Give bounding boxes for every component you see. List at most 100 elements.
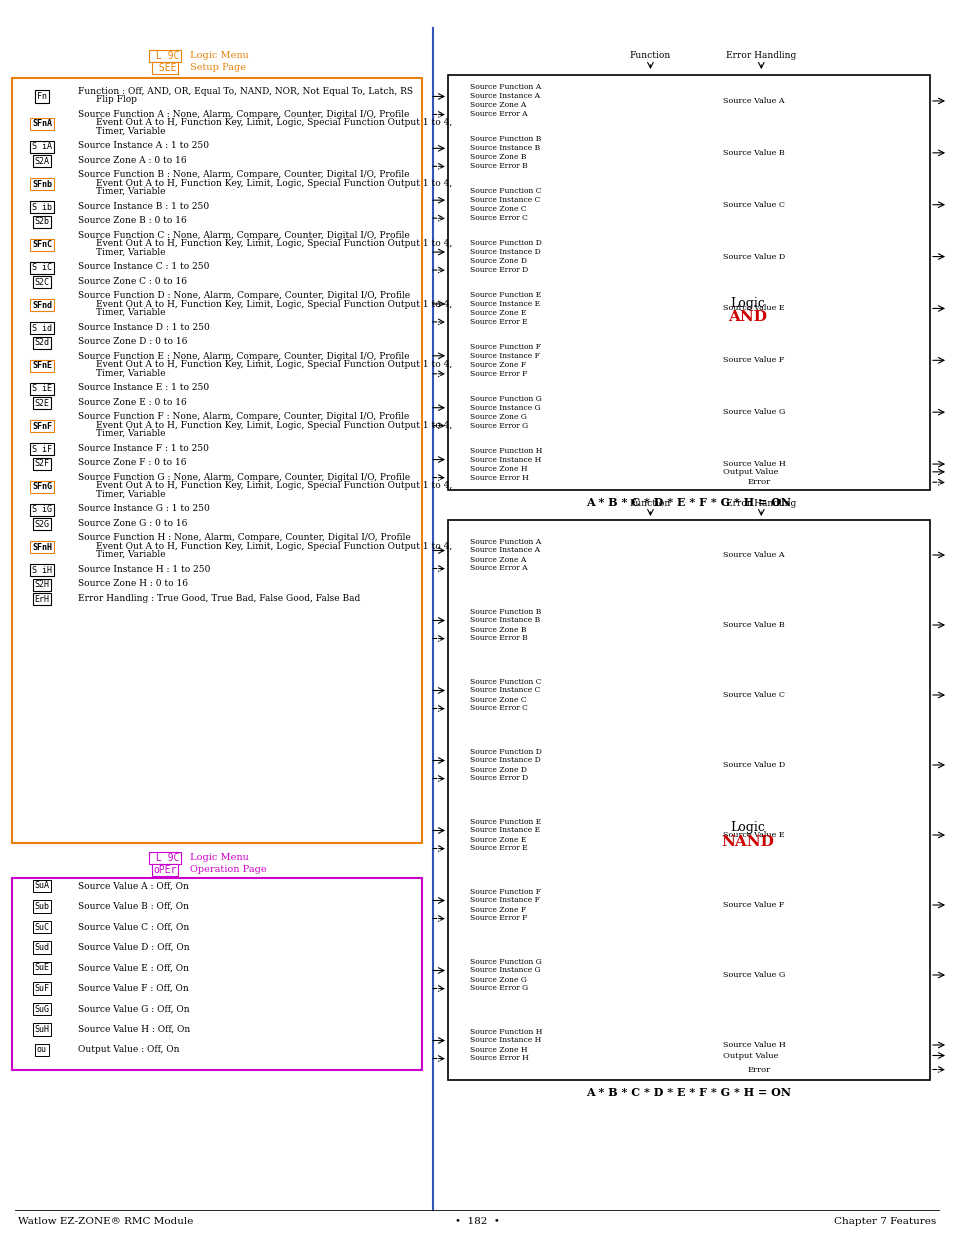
Text: A * B * C * D * E * F * G * H = ON: A * B * C * D * E * F * G * H = ON bbox=[586, 498, 791, 509]
Text: Event Out A to H, Function Key, Limit, Logic, Special Function Output 1 to 4,: Event Out A to H, Function Key, Limit, L… bbox=[96, 482, 452, 490]
Text: Event Out A to H, Function Key, Limit, Logic, Special Function Output 1 to 4,: Event Out A to H, Function Key, Limit, L… bbox=[96, 542, 452, 551]
Text: Source Zone C: Source Zone C bbox=[470, 205, 526, 214]
Text: Source Function H : None, Alarm, Compare, Counter, Digital I/O, Profile: Source Function H : None, Alarm, Compare… bbox=[78, 534, 411, 542]
Text: A * B * C * D * E * F * G * H = ON: A * B * C * D * E * F * G * H = ON bbox=[586, 1088, 791, 1098]
Text: Source Function F: Source Function F bbox=[470, 343, 540, 351]
Text: Watlow EZ-ZONE® RMC Module: Watlow EZ-ZONE® RMC Module bbox=[18, 1218, 193, 1226]
Text: SFnH: SFnH bbox=[32, 542, 52, 552]
Text: Source Zone C : 0 to 16: Source Zone C : 0 to 16 bbox=[78, 277, 187, 285]
Text: Source Zone G : 0 to 16: Source Zone G : 0 to 16 bbox=[78, 519, 187, 527]
Text: Logic Menu: Logic Menu bbox=[190, 853, 249, 862]
Text: Source Error G: Source Error G bbox=[470, 984, 528, 993]
Text: Source Value C : Off, On: Source Value C : Off, On bbox=[78, 923, 189, 931]
Text: Source Error B: Source Error B bbox=[470, 635, 527, 642]
Text: S2b: S2b bbox=[34, 217, 50, 226]
Text: Source Value G: Source Value G bbox=[722, 971, 784, 979]
Text: Timer, Variable: Timer, Variable bbox=[96, 489, 165, 499]
Text: Source Error C: Source Error C bbox=[470, 214, 527, 222]
Text: S iF: S iF bbox=[32, 445, 52, 453]
Text: Timer, Variable: Timer, Variable bbox=[96, 368, 165, 378]
Text: Error Handling: Error Handling bbox=[725, 499, 796, 508]
Text: Source Value F: Source Value F bbox=[722, 357, 783, 364]
Text: Source Function B : None, Alarm, Compare, Counter, Digital I/O, Profile: Source Function B : None, Alarm, Compare… bbox=[78, 170, 409, 179]
Text: Source Error D: Source Error D bbox=[470, 266, 528, 274]
Text: Source Function G : None, Alarm, Compare, Counter, Digital I/O, Profile: Source Function G : None, Alarm, Compare… bbox=[78, 473, 410, 482]
Text: Source Zone B: Source Zone B bbox=[470, 153, 526, 162]
Text: Source Error H: Source Error H bbox=[470, 473, 528, 482]
Text: SFnb: SFnb bbox=[32, 180, 52, 189]
Text: Source Instance B: Source Instance B bbox=[470, 144, 539, 152]
Text: Source Value B : Off, On: Source Value B : Off, On bbox=[78, 902, 189, 911]
Text: Logic: Logic bbox=[730, 821, 764, 835]
Text: Event Out A to H, Function Key, Limit, Logic, Special Function Output 1 to 4,: Event Out A to H, Function Key, Limit, L… bbox=[96, 361, 452, 369]
Text: Error: Error bbox=[747, 1066, 770, 1073]
Text: Operation Page: Operation Page bbox=[190, 866, 266, 874]
Text: SFnE: SFnE bbox=[32, 362, 52, 370]
Text: Source Instance G: Source Instance G bbox=[470, 967, 540, 974]
Text: Function: Function bbox=[629, 52, 670, 61]
Text: Source Error E: Source Error E bbox=[470, 845, 527, 852]
Text: Source Zone A: Source Zone A bbox=[470, 101, 526, 110]
Text: S2d: S2d bbox=[34, 338, 50, 347]
Text: Timer, Variable: Timer, Variable bbox=[96, 429, 165, 438]
Text: S2E: S2E bbox=[34, 399, 50, 408]
Text: Source Value C: Source Value C bbox=[722, 201, 784, 209]
Text: Timer, Variable: Timer, Variable bbox=[96, 127, 165, 136]
Text: Chapter 7 Features: Chapter 7 Features bbox=[833, 1218, 935, 1226]
Text: Fn: Fn bbox=[37, 91, 47, 101]
Text: SuE: SuE bbox=[34, 963, 50, 972]
Text: Source Error D: Source Error D bbox=[470, 774, 528, 783]
Text: Source Function B: Source Function B bbox=[470, 136, 540, 143]
Text: Source Error A: Source Error A bbox=[470, 110, 527, 119]
Text: Logic Menu: Logic Menu bbox=[190, 52, 249, 61]
Text: Event Out A to H, Function Key, Limit, Logic, Special Function Output 1 to 4,: Event Out A to H, Function Key, Limit, L… bbox=[96, 300, 452, 309]
Text: Source Instance F : 1 to 250: Source Instance F : 1 to 250 bbox=[78, 443, 209, 452]
Text: oPEr: oPEr bbox=[153, 864, 176, 876]
Text: Function : Off, AND, OR, Equal To, NAND, NOR, Not Equal To, Latch, RS: Function : Off, AND, OR, Equal To, NAND,… bbox=[78, 86, 413, 95]
Bar bbox=[448, 520, 929, 1079]
Text: ou: ou bbox=[37, 1046, 47, 1055]
Text: Source Error A: Source Error A bbox=[470, 564, 527, 573]
Text: Source Instance F: Source Instance F bbox=[470, 352, 539, 359]
Text: SEE: SEE bbox=[153, 63, 176, 73]
Text: Source Instance H: Source Instance H bbox=[470, 456, 540, 463]
Text: Source Zone D : 0 to 16: Source Zone D : 0 to 16 bbox=[78, 337, 187, 346]
Text: AND: AND bbox=[728, 310, 766, 325]
Text: Logic: Logic bbox=[730, 296, 764, 310]
Text: Source Instance E: Source Instance E bbox=[470, 826, 539, 835]
Text: SFnF: SFnF bbox=[32, 421, 52, 431]
Text: Source Zone H: Source Zone H bbox=[470, 1046, 527, 1053]
Text: Error: Error bbox=[747, 478, 770, 487]
Text: Source Error B: Source Error B bbox=[470, 162, 527, 170]
Text: Source Function H: Source Function H bbox=[470, 1028, 542, 1035]
Text: Source Instance D : 1 to 250: Source Instance D : 1 to 250 bbox=[78, 322, 210, 332]
Text: Source Instance G : 1 to 250: Source Instance G : 1 to 250 bbox=[78, 504, 210, 513]
Text: Source Function F : None, Alarm, Compare, Counter, Digital I/O, Profile: Source Function F : None, Alarm, Compare… bbox=[78, 412, 409, 421]
Text: Function: Function bbox=[629, 499, 670, 508]
Text: SFnC: SFnC bbox=[32, 241, 52, 249]
Text: Source Value D : Off, On: Source Value D : Off, On bbox=[78, 944, 190, 952]
Text: Source Instance B: Source Instance B bbox=[470, 616, 539, 625]
Text: Source Function G: Source Function G bbox=[470, 957, 541, 966]
Bar bbox=[12, 878, 421, 1070]
Text: Source Function D: Source Function D bbox=[470, 240, 541, 247]
Text: Event Out A to H, Function Key, Limit, Logic, Special Function Output 1 to 4,: Event Out A to H, Function Key, Limit, L… bbox=[96, 179, 452, 188]
Text: Source Value A: Source Value A bbox=[722, 551, 783, 559]
Text: Source Function D: Source Function D bbox=[470, 747, 541, 756]
Text: ErH: ErH bbox=[34, 595, 50, 604]
Text: Source Function A: Source Function A bbox=[470, 84, 540, 91]
Text: Flip Flop: Flip Flop bbox=[96, 95, 137, 104]
Text: SFnA: SFnA bbox=[32, 120, 52, 128]
Text: Event Out A to H, Function Key, Limit, Logic, Special Function Output 1 to 4,: Event Out A to H, Function Key, Limit, L… bbox=[96, 119, 452, 127]
Text: Source Instance D: Source Instance D bbox=[470, 757, 540, 764]
Text: Source Zone G: Source Zone G bbox=[470, 976, 526, 983]
Text: Source Function C: Source Function C bbox=[470, 188, 541, 195]
Text: S2C: S2C bbox=[34, 278, 50, 287]
Text: Setup Page: Setup Page bbox=[190, 63, 246, 73]
Text: Source Function B: Source Function B bbox=[470, 608, 540, 615]
Text: Event Out A to H, Function Key, Limit, Logic, Special Function Output 1 to 4,: Event Out A to H, Function Key, Limit, L… bbox=[96, 240, 452, 248]
Text: Source Function F: Source Function F bbox=[470, 888, 540, 895]
Text: S iH: S iH bbox=[32, 566, 52, 574]
Text: Source Error H: Source Error H bbox=[470, 1055, 528, 1062]
Text: Source Error G: Source Error G bbox=[470, 421, 528, 430]
